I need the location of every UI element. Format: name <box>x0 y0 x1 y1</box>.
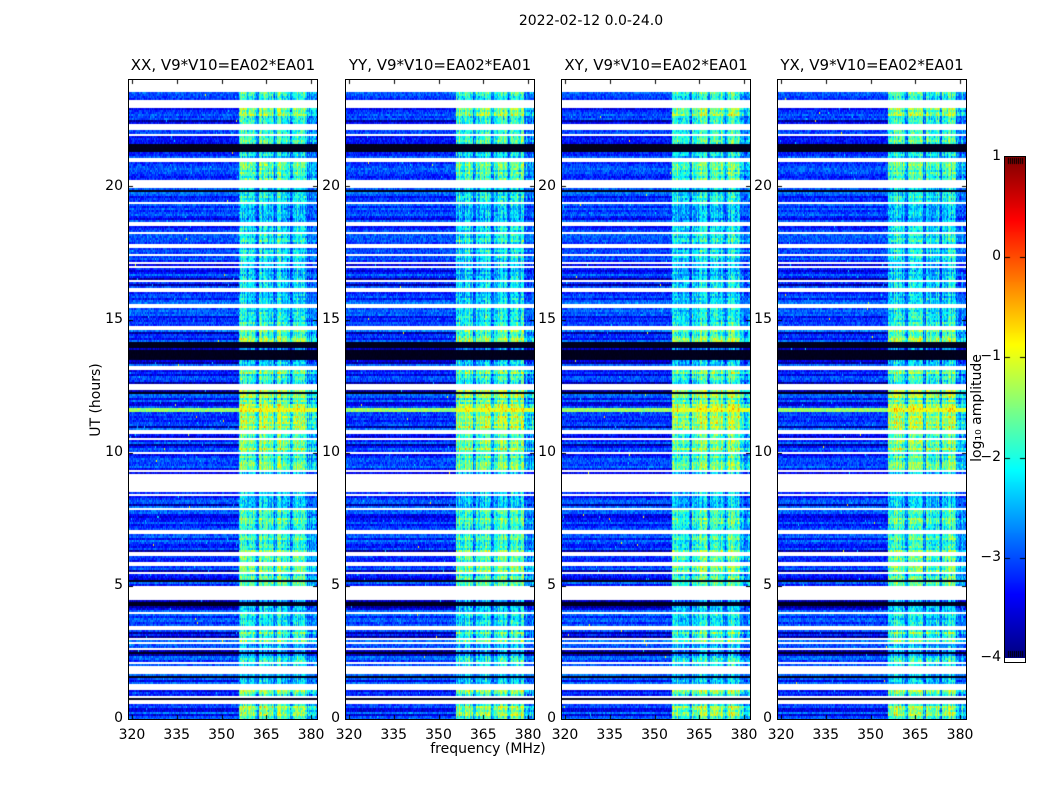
y-tick-label: 10 <box>754 443 772 460</box>
x-tick-label: 350 <box>641 727 668 743</box>
y-axis-label: UT (hours) <box>88 363 104 437</box>
x-tick-label: 335 <box>380 727 408 743</box>
y-tick-label: 15 <box>754 310 772 327</box>
y-tick-label: 0 <box>763 710 772 726</box>
y-tick-label: 5 <box>114 576 123 593</box>
x-tick-label: 335 <box>812 727 840 743</box>
y-tick-label: 0 <box>331 710 340 726</box>
colorbar-tick-label: 0 <box>992 248 1001 265</box>
y-tick-label: 5 <box>331 576 340 593</box>
heatmap-canvas-xx <box>128 79 318 720</box>
colorbar <box>1004 156 1026 663</box>
panel-title-xy: XY, V9*V10=EA02*EA01 <box>564 56 748 74</box>
x-tick-label: 320 <box>551 727 579 743</box>
panel-title-yy: YY, V9*V10=EA02*EA01 <box>348 56 532 74</box>
colorbar-tick-label: −3 <box>980 548 1001 565</box>
colorbar-tick-label: −4 <box>980 649 1001 665</box>
x-tick-label: 365 <box>901 727 929 743</box>
y-tick-label: 15 <box>538 310 556 327</box>
heatmap-canvas-yx <box>777 79 967 720</box>
x-tick-label: 380 <box>730 727 758 743</box>
colorbar-tick-label: −1 <box>980 348 1001 365</box>
colorbar-tick-label: −2 <box>980 448 1001 465</box>
colorbar-canvas <box>1005 157 1025 658</box>
x-tick-label: 380 <box>946 727 974 743</box>
x-tick-label: 365 <box>685 727 713 743</box>
y-tick-label: 20 <box>538 177 556 194</box>
colorbar-label: log₁₀ amplitude <box>969 354 985 462</box>
y-tick-label: 5 <box>547 576 556 593</box>
y-tick-label: 15 <box>105 310 123 327</box>
x-tick-label: 320 <box>335 727 363 743</box>
panel-title-xx: XX, V9*V10=EA02*EA01 <box>130 56 316 74</box>
colorbar-tick-label: 1 <box>992 148 1001 164</box>
heatmap-canvas-yy <box>345 79 535 720</box>
figure-title: 2022-02-12 0.0-24.0 <box>518 13 664 29</box>
y-tick-label: 10 <box>105 443 123 460</box>
y-tick-label: 10 <box>538 443 556 460</box>
x-tick-label: 350 <box>857 727 884 743</box>
x-tick-label: 320 <box>118 727 146 743</box>
x-tick-label: 335 <box>163 727 191 743</box>
panel-title-yx: YX, V9*V10=EA02*EA01 <box>780 56 964 74</box>
y-tick-label: 0 <box>547 710 556 726</box>
y-tick-label: 20 <box>322 177 340 194</box>
y-tick-label: 20 <box>754 177 772 194</box>
x-axis-label: frequency (MHz) <box>430 741 546 757</box>
y-tick-label: 5 <box>763 576 772 593</box>
x-tick-label: 380 <box>514 727 542 743</box>
heatmap-canvas-xy <box>561 79 751 720</box>
x-tick-label: 350 <box>425 727 452 743</box>
y-tick-label: 10 <box>322 443 340 460</box>
x-tick-label: 335 <box>596 727 624 743</box>
x-tick-label: 320 <box>767 727 795 743</box>
y-tick-label: 20 <box>105 177 123 194</box>
x-tick-label: 365 <box>252 727 280 743</box>
x-tick-label: 365 <box>469 727 497 743</box>
y-tick-label: 15 <box>322 310 340 327</box>
y-tick-label: 0 <box>114 710 123 726</box>
x-tick-label: 380 <box>297 727 325 743</box>
x-tick-label: 350 <box>208 727 235 743</box>
